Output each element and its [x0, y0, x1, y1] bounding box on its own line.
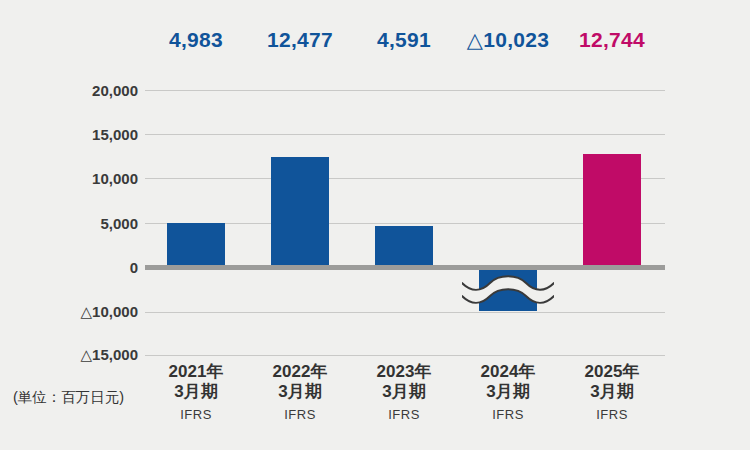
value-label: 4,591 [377, 28, 431, 52]
value-label: 12,477 [267, 28, 333, 52]
value-label: 4,983 [169, 28, 223, 52]
value-label: △10,023 [467, 28, 549, 52]
bar-2022年 [271, 157, 329, 267]
gridline [145, 355, 665, 356]
financial-bar-chart: 4,983 12,477 4,591 △10,023 12,744 20,000 15,0… [0, 0, 750, 450]
x-axis-label: 2023年3月期 IFRS [349, 362, 459, 422]
category-year: 2024年 [453, 362, 563, 382]
category-standard: IFRS [453, 407, 563, 422]
category-year: 2022年 [245, 362, 355, 382]
category-year: 2025年 [557, 362, 667, 382]
y-tick-label: 20,000 [92, 82, 138, 99]
x-axis-label: 2021年3月期 IFRS [141, 362, 251, 422]
bar-2023年 [375, 226, 433, 267]
category-standard: IFRS [141, 407, 251, 422]
category-period: 3月期 [349, 382, 459, 402]
category-year: 2021年 [141, 362, 251, 382]
category-standard: IFRS [245, 407, 355, 422]
value-label: 12,744 [579, 28, 645, 52]
bar-2021年 [167, 223, 225, 267]
category-period: 3月期 [245, 382, 355, 402]
category-period: 3月期 [141, 382, 251, 402]
zero-axis-line [145, 265, 665, 270]
category-standard: IFRS [349, 407, 459, 422]
category-period: 3月期 [453, 382, 563, 402]
gridline [145, 134, 665, 135]
y-tick-label: △15,000 [81, 346, 138, 364]
x-axis-label: 2025年3月期 IFRS [557, 362, 667, 422]
axis-break-wave-icon [462, 273, 554, 307]
category-year: 2023年 [349, 362, 459, 382]
gridline [145, 312, 665, 313]
y-tick-label: 5,000 [100, 215, 138, 232]
y-tick-label: 10,000 [92, 170, 138, 187]
y-tick-label: 0 [130, 259, 138, 276]
y-tick-label: △10,000 [81, 303, 138, 321]
category-period: 3月期 [557, 382, 667, 402]
bar-2025年 [583, 154, 641, 267]
y-tick-label: 15,000 [92, 126, 138, 143]
x-axis-label: 2024年3月期 IFRS [453, 362, 563, 422]
unit-label: (単位：百万日元) [13, 388, 124, 407]
x-axis-label: 2022年3月期 IFRS [245, 362, 355, 422]
gridline [145, 90, 665, 91]
category-standard: IFRS [557, 407, 667, 422]
